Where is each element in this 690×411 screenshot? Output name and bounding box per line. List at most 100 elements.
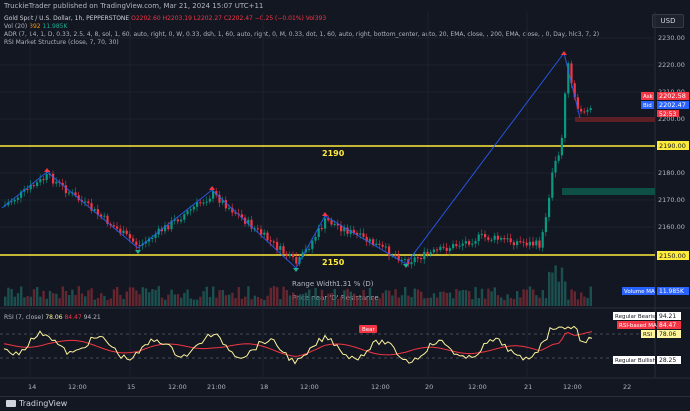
candle-body <box>461 243 464 246</box>
candle-body <box>90 203 93 211</box>
volume-bar <box>96 297 100 306</box>
volume-bar <box>224 295 228 306</box>
volume-bar <box>7 287 10 306</box>
volume-bars <box>4 265 592 306</box>
volume-bar <box>208 297 212 306</box>
candle-body <box>103 215 106 217</box>
candle-body <box>119 228 122 234</box>
candle-body <box>144 241 147 244</box>
candle-body <box>263 232 266 235</box>
candle-body <box>384 246 387 248</box>
candle-body <box>372 239 375 246</box>
candle-body <box>256 228 259 230</box>
candle-body <box>23 189 26 192</box>
candle-body <box>250 219 253 229</box>
candle-body <box>580 108 583 112</box>
candle-body <box>141 243 144 246</box>
demand-zone <box>562 188 655 195</box>
volume-bar <box>13 296 16 306</box>
candle-body <box>330 220 333 225</box>
candle-body <box>410 262 413 265</box>
svg-text:2170.00: 2170.00 <box>658 196 685 204</box>
volume-bar <box>528 286 532 306</box>
volume-bar <box>84 296 87 306</box>
candle-body <box>589 108 592 111</box>
candle-body <box>77 195 80 201</box>
currency-button[interactable]: USD <box>652 14 684 28</box>
candle-body <box>522 241 525 243</box>
candle-body <box>423 251 426 260</box>
volume-bar <box>55 293 58 306</box>
candle-body <box>212 191 215 199</box>
candle-body <box>269 240 272 242</box>
volume-bar <box>26 296 29 306</box>
volume-bar <box>288 295 292 306</box>
candle-body <box>324 218 327 229</box>
symbol-title[interactable]: Gold Spot / U.S. Dollar, 1h, PEPPERSTONE <box>4 15 130 22</box>
tradingview-logo[interactable]: TradingView <box>6 399 67 408</box>
candle-body <box>480 234 483 236</box>
volume-bar <box>439 291 442 306</box>
volume-bar <box>557 281 560 306</box>
candle-body <box>346 227 349 234</box>
candle-body <box>317 228 320 238</box>
bid-label: Bid <box>643 103 652 109</box>
volume-bar <box>413 288 416 306</box>
candle-body <box>512 242 515 246</box>
bid-price: 2202.47 <box>659 101 686 109</box>
rsi-legend-divergence: 94.21 <box>83 314 101 321</box>
candle-body <box>84 201 87 203</box>
candle-body <box>404 259 407 261</box>
ask-price: 2202.58 <box>659 92 686 100</box>
volume-bar <box>560 267 564 306</box>
candle-body <box>525 242 528 246</box>
volume-bar <box>381 293 384 306</box>
volume-bar <box>80 293 84 306</box>
volume-bar <box>407 295 410 306</box>
candle-body <box>64 185 67 194</box>
volume-bar <box>445 292 448 306</box>
candle-body <box>10 201 13 203</box>
volume-bar <box>141 287 144 306</box>
candle-body <box>183 214 186 220</box>
volume-bar <box>349 291 352 306</box>
volume-bar <box>272 286 276 306</box>
svg-text:2220.00: 2220.00 <box>658 61 685 69</box>
candle-body <box>218 194 221 203</box>
candle-body <box>160 228 163 232</box>
volume-bar <box>474 287 477 306</box>
candle-body <box>272 241 275 243</box>
rsi-value: 78.06 <box>659 331 676 338</box>
rsi-market-structure-legend[interactable]: RSI Market Structure (close, 7, 70, 30) <box>4 39 119 46</box>
volume-bar <box>144 288 148 306</box>
svg-text:12:00: 12:00 <box>300 383 319 391</box>
candle-body <box>356 232 359 235</box>
regular-bullish-label: Regular Bullish <box>615 358 657 364</box>
volume-bar <box>519 297 522 306</box>
volume-bar <box>346 288 349 306</box>
candle-body <box>96 209 99 215</box>
price-axis-ticks: 2230.00 2220.00 2210.00 2200.00 2180.00 … <box>658 34 685 231</box>
rsi-legend[interactable]: RSI (7, close) 78.06 84.47 94.21 <box>4 314 101 321</box>
volume-bar <box>378 298 381 306</box>
volume-legend-label[interactable]: Vol (20) <box>4 23 28 30</box>
volume-bar <box>397 297 400 306</box>
candle-body <box>490 239 493 241</box>
svg-text:2160.00: 2160.00 <box>658 223 685 231</box>
candle-body <box>173 219 176 221</box>
candle-body <box>154 234 157 238</box>
volume-bar <box>122 299 125 306</box>
adr-indicator-legend[interactable]: ADR (7, 14, 1, D, 0.33, 2.5, 4, 8, sol, … <box>4 31 600 38</box>
volume-bar <box>429 297 432 306</box>
volume-bar <box>448 292 452 306</box>
volume-ma-label-tag <box>622 287 655 295</box>
volume-bar <box>32 289 36 306</box>
candle-body <box>221 200 224 203</box>
candle-body <box>208 198 211 202</box>
candle-body <box>349 229 352 234</box>
candle-body <box>240 214 243 218</box>
volume-bar <box>244 296 247 306</box>
candle-body <box>298 257 301 264</box>
volume-bar <box>567 299 570 306</box>
